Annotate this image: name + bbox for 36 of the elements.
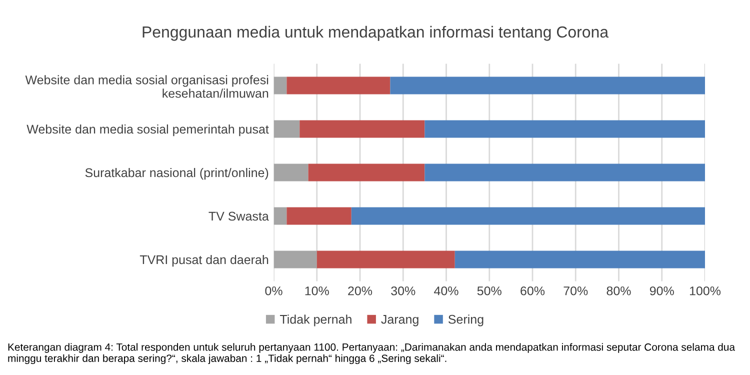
- bar: [300, 120, 425, 138]
- y-tick-label: TV Swasta: [208, 212, 269, 221]
- bar: [351, 207, 705, 225]
- y-tick-label: TVRI pusat dan daerah: [140, 254, 268, 267]
- bar: [286, 207, 352, 225]
- bar: [274, 207, 287, 225]
- bar: [274, 164, 308, 182]
- x-tick-label: 90%: [650, 286, 674, 296]
- bar: [274, 250, 317, 268]
- chart-title: Penggunaan media untuk mendapatkan informasi tentang Corona: [142, 26, 609, 41]
- x-tick-label: 0%: [265, 286, 282, 296]
- bar: [308, 164, 425, 182]
- x-tick-label: 60%: [520, 286, 545, 296]
- x-tick-label: 20%: [348, 286, 372, 296]
- text: Keterangan diagram 4: Total responden untuk seluruh pertanyaan 1100. Pertanyaan: „Darimanakan anda mendapatkan informasi seputar Corona selama dua minggu terakhir dan berapa sering?“, skala jawaban : 1 „Tidak pernah“ hingga 6 „Sering sekali“.: [8, 343, 736, 364]
- bar: [424, 120, 705, 138]
- x-tick-label: 100%: [690, 286, 721, 296]
- y-tick-label: Website dan media sosial organisasi profesi kesehatan/ilmuwan: [25, 75, 268, 98]
- bar: [424, 164, 705, 182]
- y-tick-label: Website dan media sosial pemerintah pusat: [26, 124, 269, 136]
- legend-label: Sering: [448, 314, 484, 326]
- bar: [316, 250, 455, 268]
- bar: [454, 250, 705, 268]
- x-tick-label: 40%: [434, 286, 458, 296]
- legend-label: Jarang: [381, 315, 418, 326]
- bar: [274, 120, 300, 138]
- bar: [286, 76, 390, 94]
- y-tick-label: Suratkabar nasional (print/online): [85, 168, 268, 180]
- x-tick-label: 80%: [606, 286, 631, 296]
- x-tick-label: 30%: [391, 286, 416, 296]
- bar: [390, 76, 705, 94]
- x-tick-label: 70%: [564, 286, 588, 296]
- legend-label: Tidak pernah: [280, 314, 352, 326]
- x-tick-label: 50%: [477, 286, 502, 296]
- x-tick-label: 10%: [305, 286, 329, 296]
- bar: [274, 76, 287, 94]
